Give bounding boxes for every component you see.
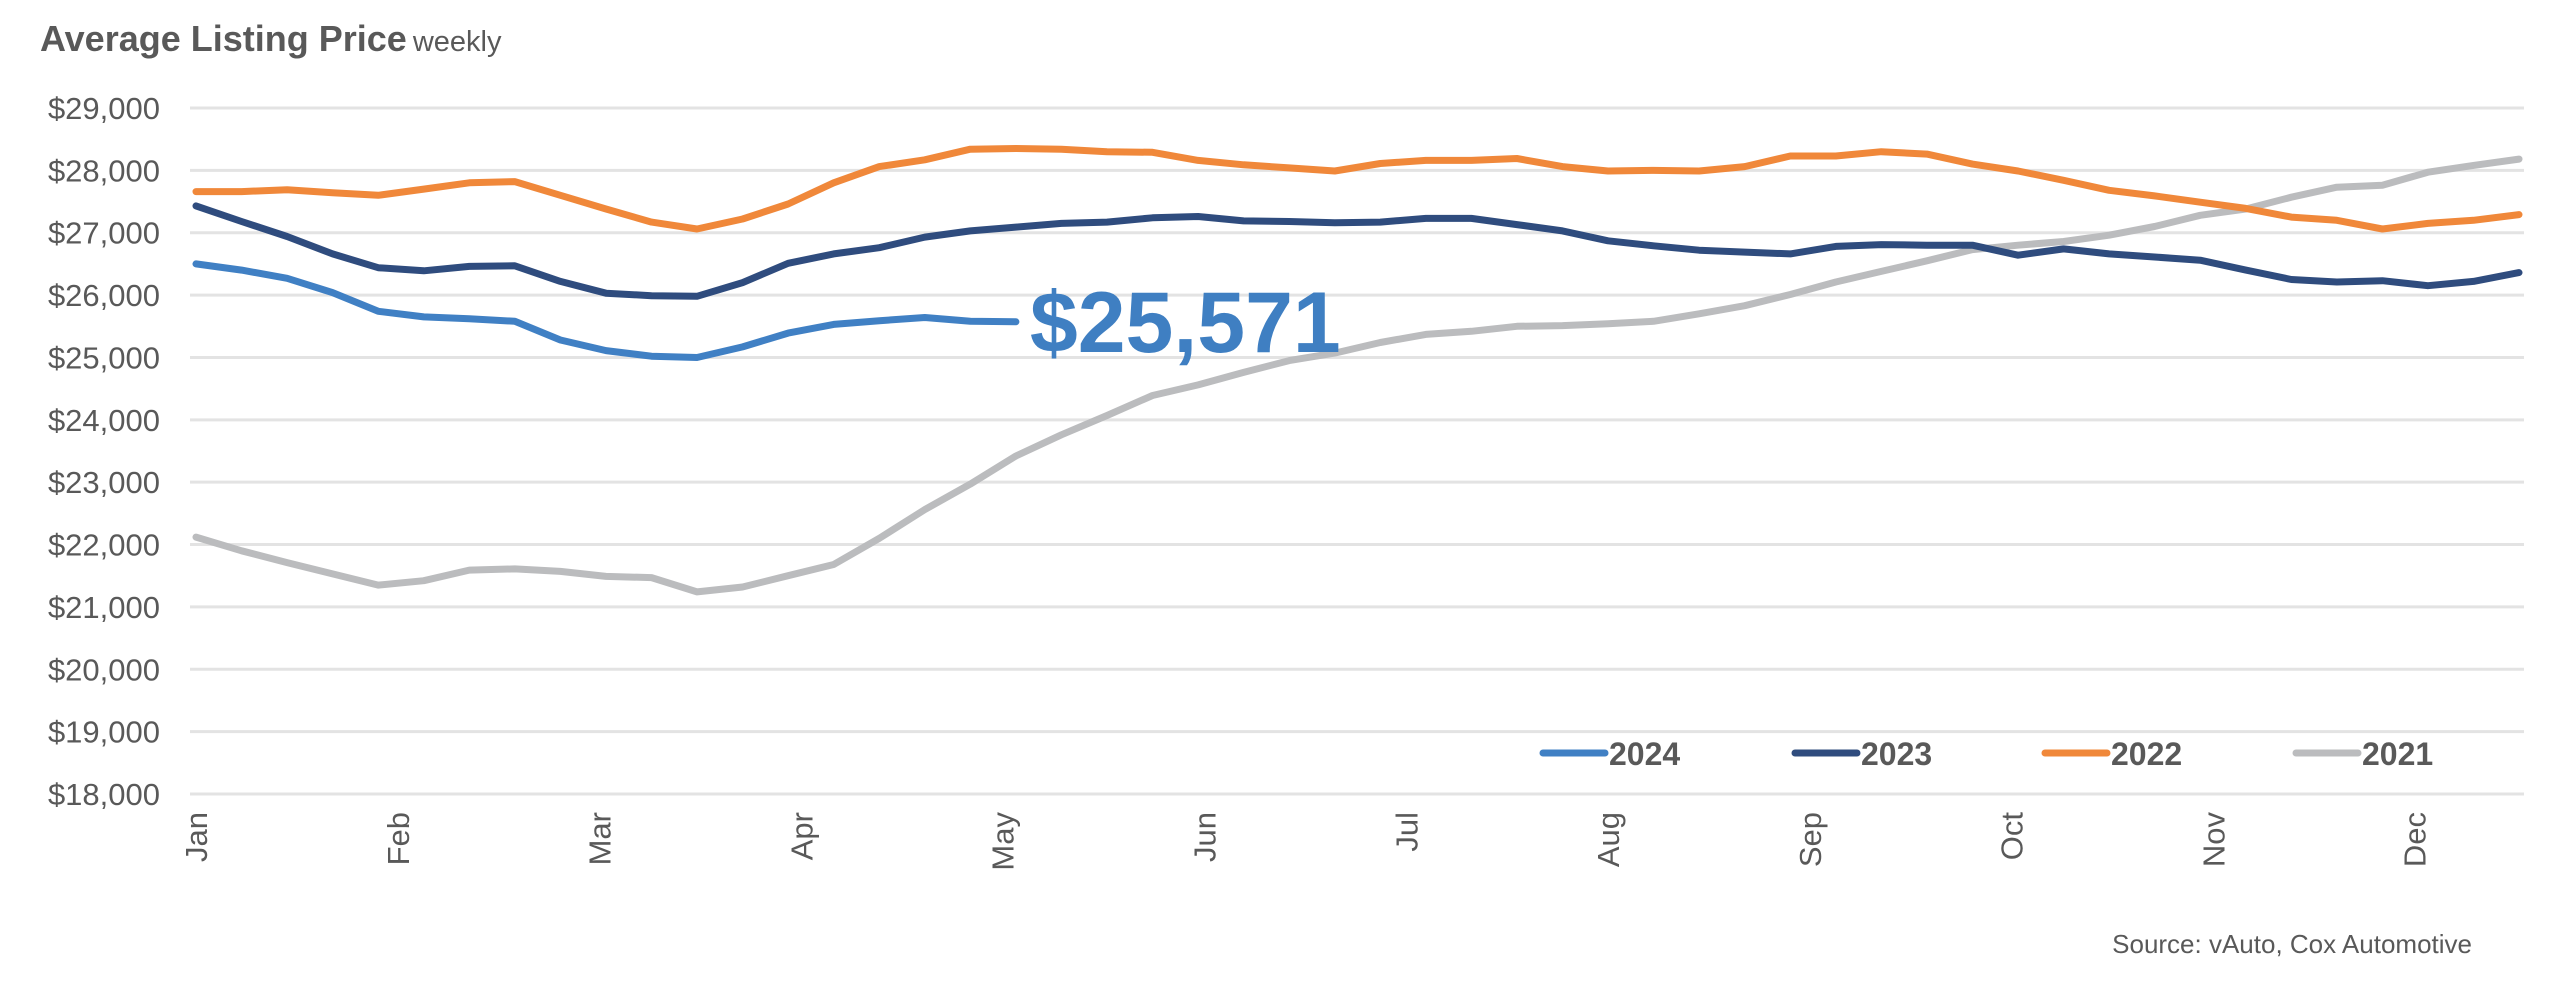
series-line-2024 <box>192 260 1020 361</box>
value-annotation: $25,571 <box>1030 275 1341 371</box>
x-tick-label: Apr <box>784 812 819 860</box>
legend-item-2024: 2024 <box>1539 736 1680 772</box>
x-tick-label: Sep <box>1793 812 1828 867</box>
series-line-2023 <box>192 202 2523 300</box>
x-tick-label: Aug <box>1591 812 1626 867</box>
source-note: Source: vAuto, Cox Automotive <box>2112 929 2472 959</box>
x-tick-label: Oct <box>1995 812 2030 861</box>
legend-item-2023: 2023 <box>1791 736 1932 772</box>
gridlines <box>190 106 2524 796</box>
y-tick-label: $27,000 <box>48 216 160 251</box>
chart-subtitle: weekly <box>412 26 502 58</box>
y-tick-label: $26,000 <box>48 278 160 313</box>
x-tick-label: Feb <box>381 812 416 865</box>
legend-label: 2022 <box>2111 736 2182 772</box>
chart-title: Average Listing Price weekly <box>40 18 501 60</box>
series-line-2022 <box>192 145 2523 233</box>
legend-label: 2024 <box>1609 736 1680 772</box>
y-tick-label: $28,000 <box>48 153 160 188</box>
y-tick-label: $20,000 <box>48 652 160 687</box>
x-tick-label: Mar <box>583 812 618 865</box>
annotations: $25,571 <box>1030 275 1341 371</box>
x-tick-label: Dec <box>2398 812 2433 867</box>
chart-title-main: Average Listing Price <box>40 18 407 59</box>
y-tick-label: $19,000 <box>48 715 160 750</box>
legend-label: 2021 <box>2362 736 2433 772</box>
legend-item-2021: 2021 <box>2292 736 2433 772</box>
y-tick-label: $29,000 <box>48 91 160 126</box>
y-tick-label: $18,000 <box>48 777 160 812</box>
legend-item-2022: 2022 <box>2041 736 2182 772</box>
legend: 2024 2023 2022 2021 <box>1539 736 2433 772</box>
y-tick-label: $25,000 <box>48 340 160 375</box>
y-axis-ticks: $29,000 $28,000 $27,000 $26,000 $25,000 $24,0… <box>48 91 160 812</box>
x-tick-label: Jan <box>179 812 214 862</box>
series-line-2021 <box>192 155 2523 596</box>
y-tick-label: $21,000 <box>48 590 160 625</box>
x-axis-ticks: Jan Feb Mar Apr May Jun Jul Aug Sep Oct Nov Dec <box>179 812 2433 871</box>
y-tick-label: $24,000 <box>48 403 160 438</box>
legend-label: 2023 <box>1861 736 1932 772</box>
x-tick-label: Nov <box>2196 812 2231 868</box>
x-tick-label: Jun <box>1187 812 1222 862</box>
x-tick-label: May <box>986 812 1021 871</box>
x-tick-label: Jul <box>1389 812 1424 852</box>
y-tick-label: $22,000 <box>48 528 160 563</box>
series-lines <box>192 145 2523 596</box>
y-tick-label: $23,000 <box>48 465 160 500</box>
